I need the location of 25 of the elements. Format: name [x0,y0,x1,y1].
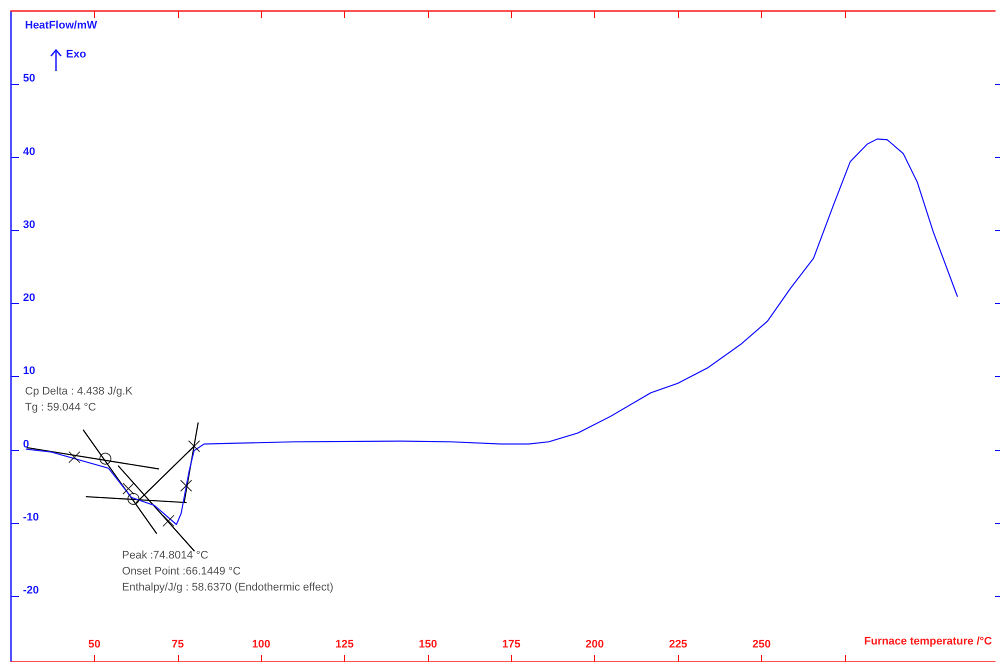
y-tick-label: 40 [23,146,36,158]
y-tick-label: -20 [23,584,39,597]
y-tick-label: 30 [23,218,36,231]
x-tick-label: 225 [668,638,688,650]
x-axis-title: Furnace temperature /°C [864,636,992,648]
x-tick-label: 250 [752,638,771,650]
x-tick-label: 200 [586,638,604,650]
y-tick-label: 50 [23,72,36,85]
x-tick-label: 125 [335,638,354,650]
y-tick-label: 10 [23,365,36,378]
x-tick-label: 75 [172,638,184,650]
y-tick-label: -10 [23,512,39,524]
annotation: Peak :74.8014 °C [122,550,208,562]
x-tick-label: 100 [252,638,270,650]
x-tick-label: 150 [418,638,438,650]
annotation: Exo [66,48,86,60]
annotation: Cp Delta : 4.438 J/g.K [25,386,134,398]
x-tick-label: 50 [88,638,101,650]
y-tick-label: 0 [23,438,30,450]
annotation: Enthalpy/J/g : 58.6370 (Endothermic effect) [122,582,334,594]
annotation: Tg : 59.044 °C [25,402,96,414]
annotation: Onset Point :66.1449 °C [122,566,241,578]
y-axis-title: HeatFlow/mW [25,20,98,32]
y-tick-label: 20 [23,292,36,304]
x-tick-label: 175 [502,638,521,650]
